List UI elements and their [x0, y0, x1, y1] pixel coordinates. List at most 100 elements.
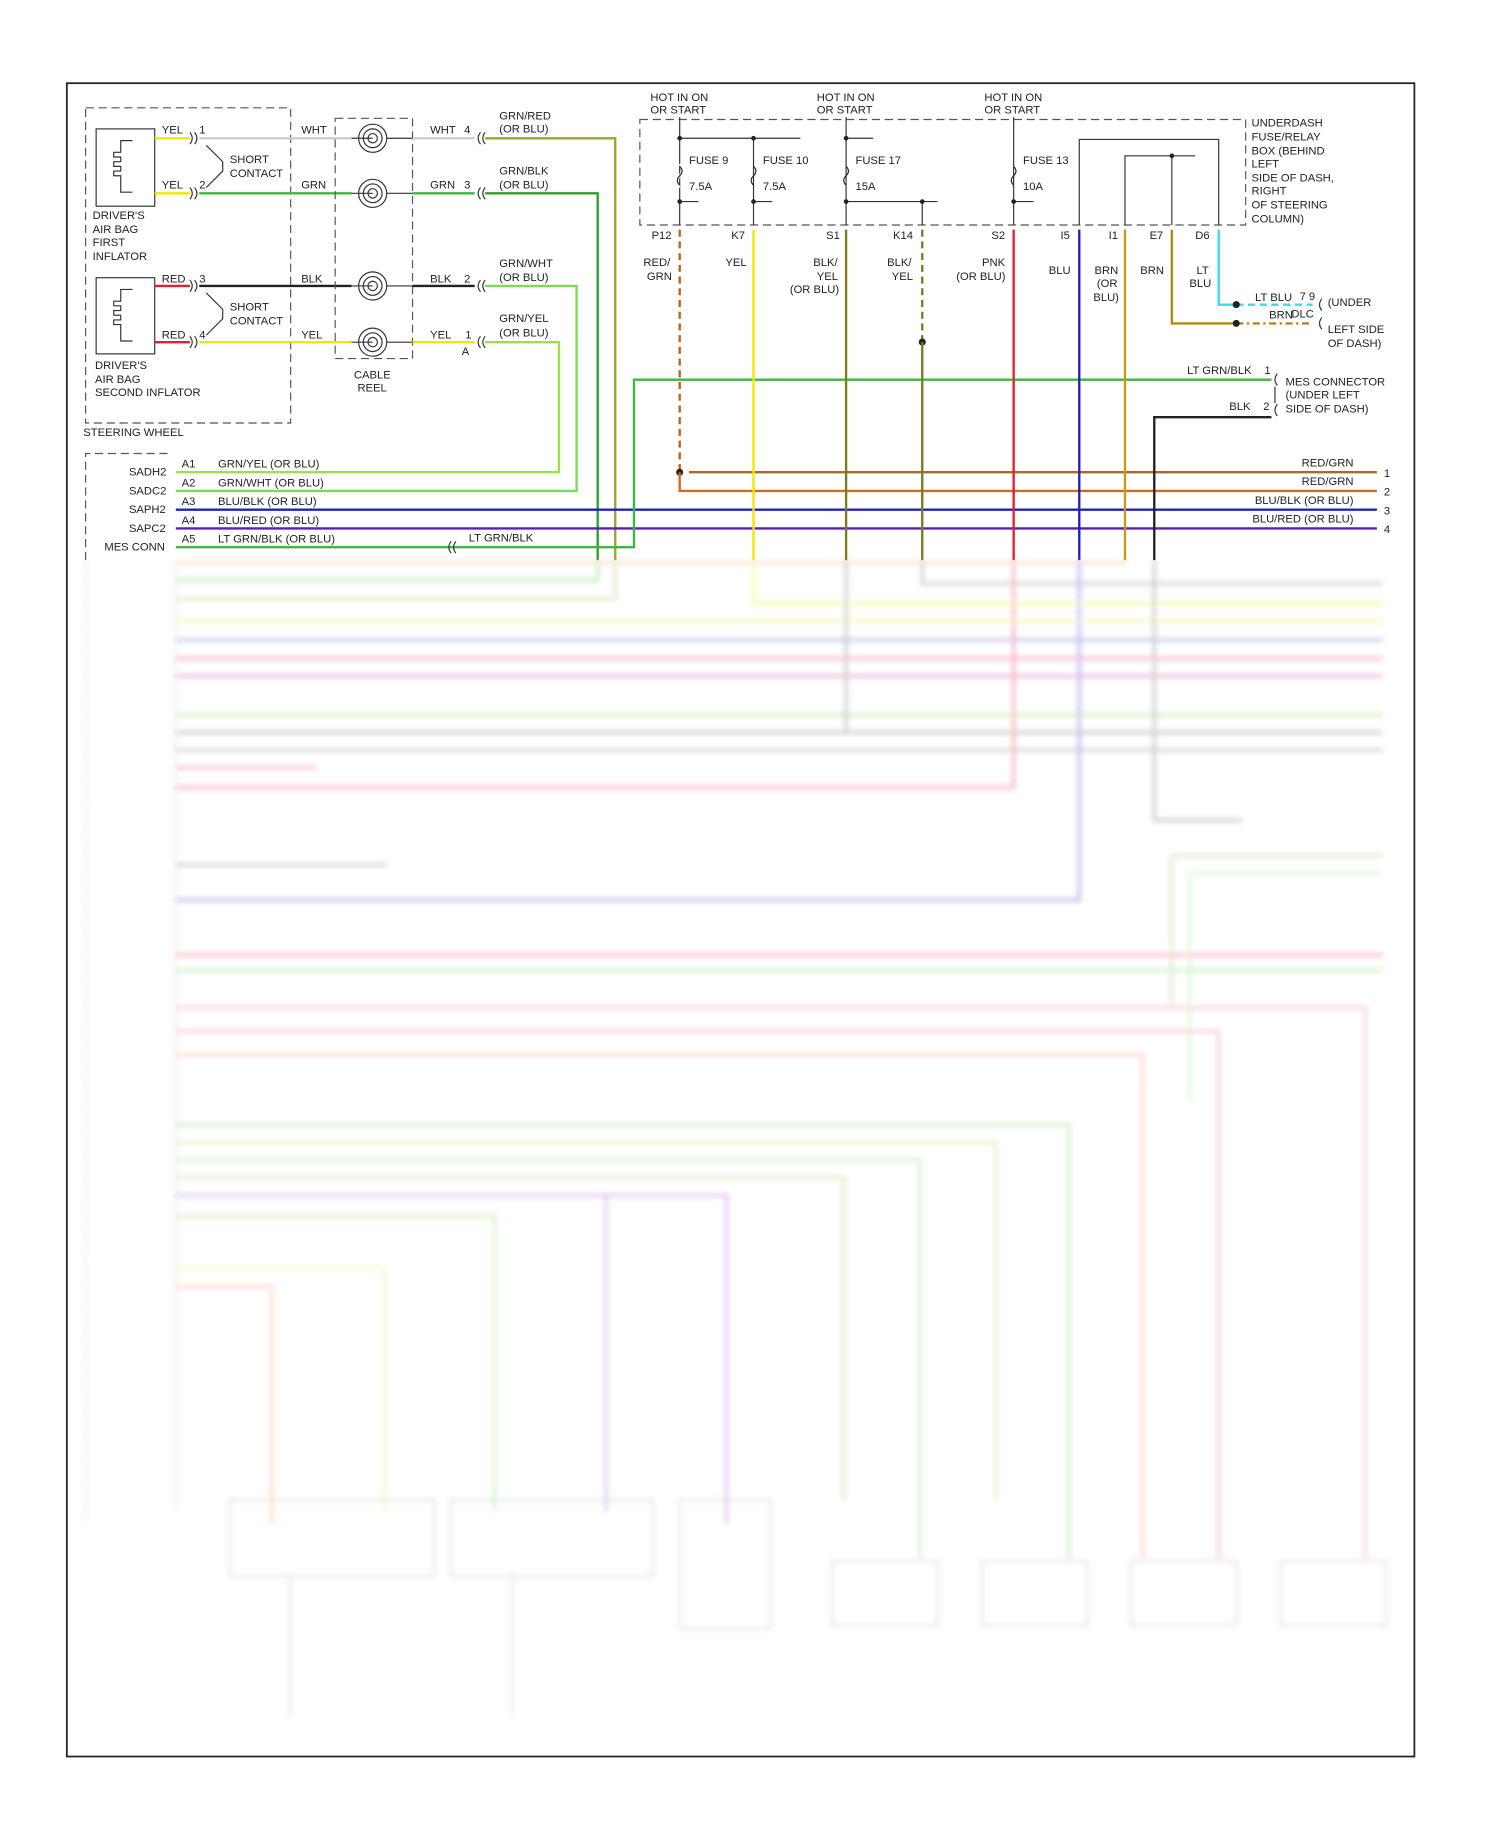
wire-label: GRN/YEL (OR BLU)	[218, 459, 320, 471]
second-inflator-label: DRIVER'S	[95, 360, 147, 372]
pin-label: 4	[464, 125, 470, 137]
fuse-label: FUSE 9	[689, 155, 728, 167]
pin-label: A2	[182, 477, 196, 489]
fuse-icon	[676, 163, 1017, 189]
wire-label: BLU/RED (OR BLU)	[218, 515, 319, 527]
wire-label: BLU	[1189, 278, 1211, 290]
terminal-name: SADC2	[129, 485, 166, 497]
wire-label: (OR	[1097, 278, 1118, 290]
dlc-label: DLC	[1291, 309, 1313, 321]
first-inflator-label: AIR BAG	[93, 224, 139, 236]
diagram-frame	[65, 82, 1416, 1758]
hot-label: OR START	[817, 105, 873, 117]
pin-label: 2	[464, 273, 470, 285]
wire-label: BLU/BLK (OR BLU)	[218, 496, 317, 508]
terminal-name: MES CONN	[104, 542, 165, 554]
wire-label: (OR BLU)	[499, 272, 549, 284]
wire-label: RED	[162, 273, 186, 285]
second-inflator-label: SECOND INFLATOR	[95, 387, 201, 399]
fuse-rating: 7.5A	[689, 181, 713, 193]
wire-label: RED/	[643, 257, 671, 269]
fuse-box-label: LEFT	[1252, 159, 1280, 171]
pin-label: K14	[893, 230, 913, 242]
cable-reel-label: REEL	[357, 382, 386, 394]
first-inflator-label: INFLATOR	[93, 251, 148, 263]
pin-label: 1	[465, 330, 471, 342]
first-inflator-label: DRIVER'S	[93, 210, 145, 222]
pin-label: I1	[1109, 230, 1118, 242]
wire-label: PNK	[982, 257, 1006, 269]
wire-label: BRN	[1140, 265, 1164, 277]
dlc-location: OF DASH)	[1328, 338, 1382, 350]
mes-connector-label: SIDE OF DASH)	[1286, 403, 1369, 415]
wire-label: GRN	[301, 180, 326, 192]
wire-label: GRN/BLK	[499, 166, 549, 178]
first-inflator-icon	[95, 128, 156, 207]
wire-label: YEL	[725, 257, 746, 269]
wire-label: GRN	[430, 180, 455, 192]
pin-label: I5	[1061, 230, 1070, 242]
fuse-rating: 15A	[855, 181, 875, 193]
fuse-label: FUSE 10	[763, 155, 809, 167]
pin-label: 1	[199, 125, 205, 137]
wire-label: RED/GRN	[1302, 457, 1354, 469]
wire-label: YEL	[162, 180, 183, 192]
wire-label: BLU	[1049, 265, 1071, 277]
fuse-label: FUSE 13	[1023, 155, 1069, 167]
fuse-box: HOT IN ON OR START HOT IN ON OR START HO…	[639, 92, 1390, 561]
fuse-label: FUSE 17	[855, 155, 901, 167]
wire-label: (OR BLU)	[956, 271, 1006, 283]
blurred-lower-diagram	[85, 560, 1387, 1717]
terminal-name: SADH2	[129, 467, 166, 479]
wire-label: BLU/RED (OR BLU)	[1252, 514, 1353, 526]
wire-label: (OR BLU)	[499, 180, 549, 192]
short-contact-label: SHORT	[230, 302, 269, 314]
wire-label: GRN/WHT	[499, 258, 553, 270]
wire-label: LT BLU	[1255, 292, 1292, 304]
wire-label: WHT	[430, 125, 456, 137]
pin-label: 3	[199, 273, 205, 285]
fuse-box-label: BOX (BEHIND	[1252, 146, 1325, 158]
wire-label: BLK	[301, 273, 323, 285]
output-number: 4	[1384, 524, 1390, 536]
pin-label: S1	[826, 230, 840, 242]
wire-label: LT	[1196, 265, 1208, 277]
wire-label: (OR BLU)	[499, 123, 549, 135]
pin-label: A5	[182, 534, 196, 546]
wire-label: YEL	[892, 271, 913, 283]
fuse-box-label: OF STEERING	[1252, 200, 1328, 212]
short-contact-label: SHORT	[230, 154, 269, 166]
hot-label: OR START	[650, 105, 706, 117]
wire-label: BLU)	[1093, 292, 1119, 304]
wire-label: WHT	[301, 125, 327, 137]
fuse-rating: 10A	[1023, 181, 1043, 193]
short-contact-label: CONTACT	[230, 168, 284, 180]
pin-label: E7	[1150, 230, 1164, 242]
wire-label: LT GRN/BLK	[469, 532, 534, 544]
pin-label: 2	[1263, 401, 1269, 413]
first-inflator-label: FIRST	[93, 237, 126, 249]
dlc-location: LEFT SIDE	[1328, 324, 1385, 336]
fuse-rating: 7.5A	[763, 181, 787, 193]
wire-label: LT GRN/BLK (OR BLU)	[218, 534, 335, 546]
output-number: 1	[1384, 468, 1390, 480]
wire-label: GRN/RED	[499, 111, 551, 123]
pin-label: 3	[464, 180, 470, 192]
fuse-box-label: COLUMN)	[1252, 214, 1305, 226]
srs-unit: SADH2 SADC2 SAPH2 SAPC2 MES CONN A1 A2 A…	[85, 378, 1377, 561]
wire-label: YEL	[817, 271, 838, 283]
wire-label: BLK	[1229, 401, 1251, 413]
mes-connector-label: (UNDER LEFT	[1286, 389, 1360, 401]
wire-label: BLK/	[813, 257, 838, 269]
wire-label: YEL	[162, 125, 183, 137]
output-number: 3	[1384, 505, 1390, 517]
wire-label: BRN	[1095, 265, 1119, 277]
wire-label: YEL	[301, 330, 322, 342]
wire-label: BLU/BLK (OR BLU)	[1255, 495, 1354, 507]
dlc-location: (UNDER	[1328, 297, 1372, 309]
pin-label: 4	[199, 330, 205, 342]
connector-letter: A	[462, 346, 470, 358]
wire-label: YEL	[430, 330, 451, 342]
wire-label: BLK/	[887, 257, 912, 269]
